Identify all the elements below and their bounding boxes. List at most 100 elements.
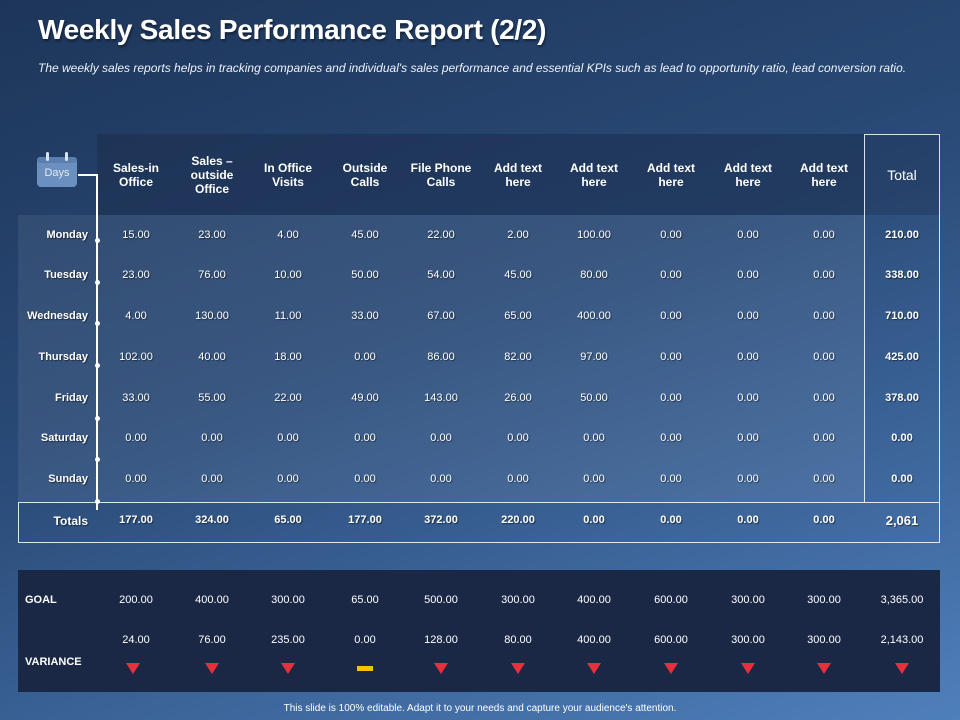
table-cell: 55.00 xyxy=(198,392,226,404)
table-cell: 0.00 xyxy=(813,432,835,444)
table-cell: 26.00 xyxy=(504,392,532,404)
table-cell: 0.00 xyxy=(813,310,835,322)
goal-cell: 65.00 xyxy=(351,594,379,606)
totals-cell: 177.00 xyxy=(119,514,153,526)
day-label: Wednesday xyxy=(27,310,88,322)
totals-cell: 0.00 xyxy=(583,514,605,526)
table-cell: 15.00 xyxy=(122,229,150,241)
table-cell: 54.00 xyxy=(427,269,455,281)
totals-cell: 65.00 xyxy=(274,514,302,526)
down-triangle-icon xyxy=(281,663,295,674)
total-header-box xyxy=(864,134,940,215)
table-cell: 86.00 xyxy=(427,351,455,363)
column-header: In Office Visits xyxy=(263,160,312,189)
table-header-band xyxy=(97,134,864,215)
timeline-dot xyxy=(94,416,100,421)
table-cell: 45.00 xyxy=(351,229,379,241)
day-label: Thursday xyxy=(38,351,88,363)
column-header: Sales – outside Office xyxy=(190,153,234,196)
goal-label: GOAL xyxy=(25,594,57,606)
table-cell: 97.00 xyxy=(580,351,608,363)
totals-cell: 0.00 xyxy=(813,514,835,526)
column-header: Add text here xyxy=(570,160,618,189)
total-column xyxy=(864,215,940,502)
down-triangle-icon xyxy=(126,663,140,674)
goal-cell: 200.00 xyxy=(119,594,153,606)
table-cell: 22.00 xyxy=(427,229,455,241)
table-cell: 0.00 xyxy=(660,229,682,241)
goal-total-cell: 3,365.00 xyxy=(880,594,924,606)
table-cell: 0.00 xyxy=(813,229,835,241)
table-cell: 0.00 xyxy=(737,392,759,404)
table-cell: 143.00 xyxy=(424,392,458,404)
totals-cell: 372.00 xyxy=(424,514,458,526)
table-cell: 50.00 xyxy=(580,392,608,404)
goal-cell: 400.00 xyxy=(577,594,611,606)
day-label: Friday xyxy=(54,392,88,404)
table-cell: 0.00 xyxy=(125,432,147,444)
goal-panel xyxy=(18,570,940,692)
totals-cell: 0.00 xyxy=(660,514,682,526)
goal-cell: 500.00 xyxy=(424,594,458,606)
table-cell: 0.00 xyxy=(430,473,452,485)
table-cell: 0.00 xyxy=(660,351,682,363)
table-cell: 0.00 xyxy=(813,392,835,404)
table-cell: 0.00 xyxy=(737,269,759,281)
table-cell: 0.00 xyxy=(813,269,835,281)
table-cell: 23.00 xyxy=(198,229,226,241)
table-cell: 0.00 xyxy=(737,473,759,485)
table-cell: 76.00 xyxy=(198,269,226,281)
down-triangle-icon xyxy=(511,663,525,674)
table-cell: 45.00 xyxy=(504,269,532,281)
timeline-connector xyxy=(78,174,98,176)
column-header: Add text here xyxy=(800,160,848,189)
grand-total-cell: 2,061 xyxy=(885,513,919,528)
table-cell: 0.00 xyxy=(737,229,759,241)
page-title: Weekly Sales Performance Report (2/2) xyxy=(38,14,547,45)
table-cell: 33.00 xyxy=(122,392,150,404)
table-cell: 4.00 xyxy=(125,310,147,322)
table-cell: 65.00 xyxy=(504,310,532,322)
table-cell: 0.00 xyxy=(660,473,682,485)
variance-cell: 235.00 xyxy=(271,634,305,646)
variance-cell: 0.00 xyxy=(354,634,376,646)
table-cell: 0.00 xyxy=(277,473,299,485)
totals-cell: 177.00 xyxy=(348,514,382,526)
day-label: Monday xyxy=(46,229,88,241)
table-cell: 0.00 xyxy=(354,473,376,485)
down-triangle-icon xyxy=(205,663,219,674)
goal-cell: 600.00 xyxy=(654,594,688,606)
totals-cell: 0.00 xyxy=(737,514,759,526)
down-triangle-icon xyxy=(664,663,678,674)
table-cell: 67.00 xyxy=(427,310,455,322)
variance-cell: 80.00 xyxy=(504,634,532,646)
variance-label: VARIANCE xyxy=(25,656,82,668)
table-cell: 130.00 xyxy=(195,310,229,322)
column-header: Outside Calls xyxy=(342,160,388,189)
timeline-dot xyxy=(94,457,100,462)
column-header: Add text here xyxy=(647,160,695,189)
table-cell: 0.00 xyxy=(737,310,759,322)
column-header: Add text here xyxy=(724,160,772,189)
table-cell: 80.00 xyxy=(580,269,608,281)
goal-cell: 300.00 xyxy=(731,594,765,606)
table-cell: 18.00 xyxy=(274,351,302,363)
variance-cell: 128.00 xyxy=(424,634,458,646)
table-body xyxy=(18,215,864,502)
variance-cell: 600.00 xyxy=(654,634,688,646)
table-cell: 0.00 xyxy=(125,473,147,485)
row-total-cell: 338.00 xyxy=(885,269,919,281)
table-cell: 0.00 xyxy=(737,432,759,444)
timeline-dot xyxy=(94,499,100,504)
timeline-dot xyxy=(94,321,100,326)
goal-cell: 300.00 xyxy=(807,594,841,606)
total-column-header: Total xyxy=(887,166,917,183)
variance-cell: 76.00 xyxy=(198,634,226,646)
day-label: Sunday xyxy=(48,473,88,485)
table-cell: 400.00 xyxy=(577,310,611,322)
table-cell: 0.00 xyxy=(430,432,452,444)
goal-cell: 400.00 xyxy=(195,594,229,606)
column-header: Sales-in Office xyxy=(112,160,160,189)
table-cell: 0.00 xyxy=(660,310,682,322)
variance-total-cell: 2,143.00 xyxy=(880,634,924,646)
